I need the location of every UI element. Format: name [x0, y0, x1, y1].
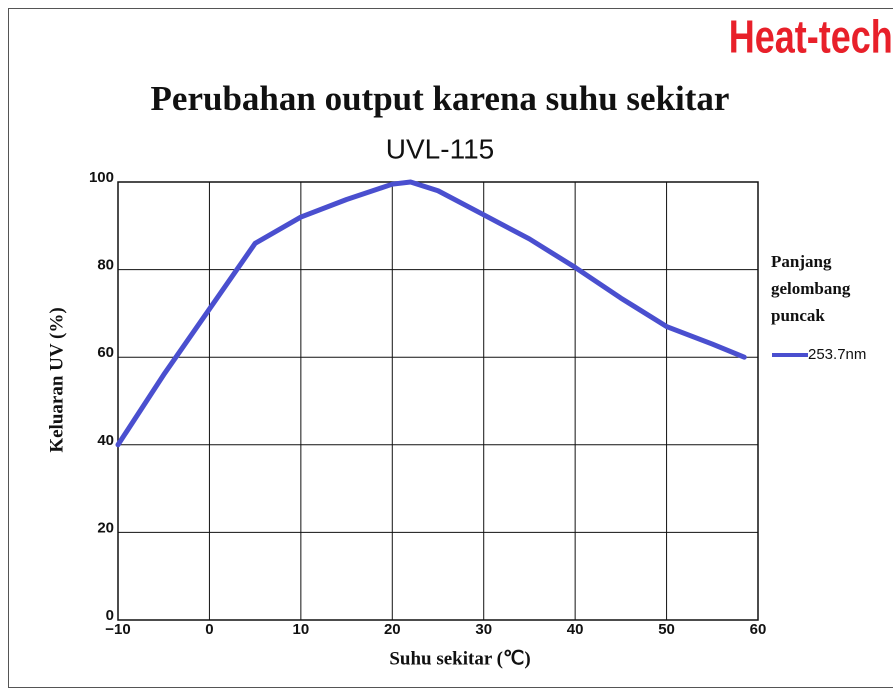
- x-tick-label: 10: [293, 621, 310, 638]
- legend-title: Panjang gelombang puncak: [771, 252, 851, 325]
- legend-label: 253.7nm: [808, 346, 866, 363]
- plot-area: [117, 181, 759, 621]
- chart-subtitle: UVL-115: [386, 133, 494, 164]
- x-tick-label: 0: [205, 621, 213, 638]
- x-tick-label: 50: [658, 621, 675, 638]
- chart-title: Perubahan output karena suhu sekitar: [151, 79, 730, 118]
- frame: [8, 8, 893, 688]
- y-tick-label: 40: [97, 432, 114, 449]
- y-tick-label: 60: [97, 344, 114, 361]
- y-tick-label: 0: [106, 607, 114, 624]
- brand: Heat-tech: [729, 11, 893, 62]
- y-tick-label: 80: [97, 257, 114, 274]
- y-axis-label: Keluaran UV (%): [46, 307, 67, 452]
- series-line: [115, 179, 747, 448]
- x-tick-label: 30: [475, 621, 492, 638]
- x-tick-label: 20: [384, 621, 401, 638]
- x-tick-label: 60: [750, 621, 767, 638]
- x-tick-label: 40: [567, 621, 584, 638]
- y-tick-label: 100: [89, 169, 114, 186]
- x-tick-label: −10: [105, 621, 130, 638]
- x-axis-label: Suhu sekitar (℃): [389, 648, 530, 669]
- y-tick-label: 20: [97, 519, 114, 536]
